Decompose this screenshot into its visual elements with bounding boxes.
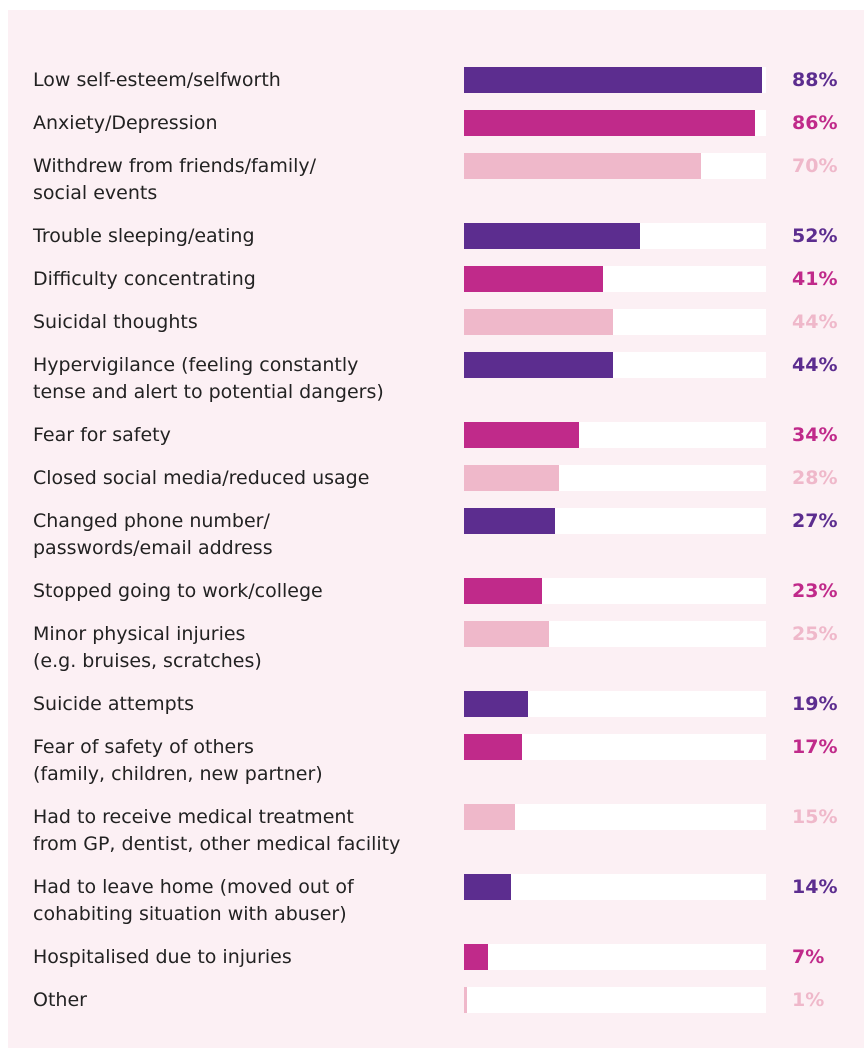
category-label: Withdrew from friends/family/ social eve… (33, 155, 317, 204)
rows: Low self-esteem/selfworth 88% Anxiety/Depr… (33, 67, 864, 1030)
value-label: 23% (792, 580, 838, 602)
row: Had to receive medical treatment from GP… (33, 804, 864, 874)
bar (464, 944, 488, 970)
bar (464, 67, 762, 93)
bar (464, 465, 559, 491)
category-label: Low self-esteem/selfworth (33, 69, 281, 91)
bar-track (464, 944, 766, 970)
row: Suicide attempts 19% (33, 691, 864, 734)
bar (464, 352, 613, 378)
bar-track (464, 465, 766, 491)
category-label: Fear for safety (33, 424, 171, 446)
category-label: Changed phone number/ passwords/email ad… (33, 510, 273, 559)
row: Fear of safety of others (family, childr… (33, 734, 864, 804)
value-label: 25% (792, 623, 838, 645)
value-label: 88% (792, 69, 838, 91)
bar-track (464, 987, 766, 1013)
value-label: 7% (792, 946, 825, 968)
bar-track (464, 508, 766, 534)
row: Changed phone number/ passwords/email ad… (33, 508, 864, 578)
bar-track (464, 153, 766, 179)
category-label: Stopped going to work/college (33, 580, 323, 602)
row: Anxiety/Depression 86% (33, 110, 864, 153)
bar (464, 621, 549, 647)
row: Difficulty concentrating 41% (33, 266, 864, 309)
row: Low self-esteem/selfworth 88% (33, 67, 864, 110)
value-label: 44% (792, 354, 838, 376)
row: Trouble sleeping/eating 52% (33, 223, 864, 266)
value-label: 1% (792, 989, 825, 1011)
row: Closed social media/reduced usage 28% (33, 465, 864, 508)
row: Fear for safety 34% (33, 422, 864, 465)
bar (464, 804, 515, 830)
bar (464, 987, 468, 1013)
value-label: 14% (792, 876, 838, 898)
bar-track (464, 266, 766, 292)
bar (464, 309, 613, 335)
bar (464, 266, 603, 292)
category-label: Had to receive medical treatment from GP… (33, 806, 401, 855)
category-label: Suicidal thoughts (33, 311, 198, 333)
category-label: Difficulty concentrating (33, 268, 256, 290)
bar (464, 578, 542, 604)
bar (464, 874, 512, 900)
bar-track (464, 578, 766, 604)
category-label: Suicide attempts (33, 693, 195, 715)
value-label: 34% (792, 424, 838, 446)
category-label: Trouble sleeping/eating (33, 225, 255, 247)
row: Other 1% (33, 987, 864, 1030)
bar-track (464, 621, 766, 647)
row: Hospitalised due to injuries 7% (33, 944, 864, 987)
category-label: Minor physical injuries (e.g. bruises, s… (33, 623, 262, 672)
bar (464, 110, 756, 136)
value-label: 86% (792, 112, 838, 134)
bar-track (464, 223, 766, 249)
bar-track (464, 422, 766, 448)
bar (464, 691, 529, 717)
bar-track (464, 804, 766, 830)
value-label: 52% (792, 225, 838, 247)
value-label: 19% (792, 693, 838, 715)
category-label: Other (33, 989, 87, 1011)
bar (464, 223, 641, 249)
category-label: Had to leave home (moved out of cohabiti… (33, 876, 354, 925)
bar-track (464, 110, 766, 136)
value-label: 27% (792, 510, 838, 532)
bar-track (464, 874, 766, 900)
bar-track (464, 352, 766, 378)
bar (464, 153, 702, 179)
chart-panel: Low self-esteem/selfworth 88% Anxiety/Depr… (8, 10, 864, 1048)
category-label: Anxiety/Depression (33, 112, 218, 134)
category-label: Hospitalised due to injuries (33, 946, 292, 968)
row: Hypervigilance (feeling constantly tense… (33, 352, 864, 422)
bar (464, 734, 522, 760)
value-label: 28% (792, 467, 838, 489)
value-label: 44% (792, 311, 838, 333)
category-label: Hypervigilance (feeling constantly tense… (33, 354, 384, 403)
row: Had to leave home (moved out of cohabiti… (33, 874, 864, 944)
bar (464, 422, 580, 448)
row: Withdrew from friends/family/ social eve… (33, 153, 864, 223)
bar-track (464, 734, 766, 760)
row: Stopped going to work/college 23% (33, 578, 864, 621)
bar-track (464, 691, 766, 717)
value-label: 15% (792, 806, 838, 828)
bar-track (464, 309, 766, 335)
bar (464, 508, 556, 534)
bar-track (464, 67, 766, 93)
value-label: 41% (792, 268, 838, 290)
value-label: 17% (792, 736, 838, 758)
value-label: 70% (792, 155, 838, 177)
row: Suicidal thoughts 44% (33, 309, 864, 352)
category-label: Closed social media/reduced usage (33, 467, 370, 489)
category-label: Fear of safety of others (family, childr… (33, 736, 323, 785)
row: Minor physical injuries (e.g. bruises, s… (33, 621, 864, 691)
